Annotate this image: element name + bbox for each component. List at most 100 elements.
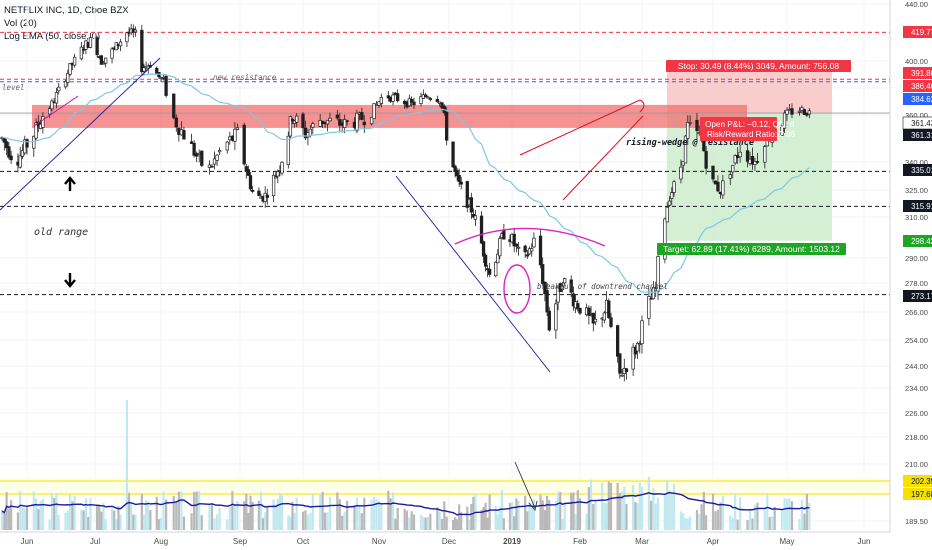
volume-bar <box>274 504 277 530</box>
candle-body <box>498 238 502 257</box>
volume-bar <box>370 499 373 530</box>
volume-bar <box>470 503 473 530</box>
chart-legend: NETFLIX INC, 1D, Cboe BZX Vol (20) Log E… <box>4 4 129 43</box>
candle-body <box>250 189 255 192</box>
volume-bar <box>773 506 776 530</box>
candle-body <box>802 109 807 115</box>
volume-bar <box>620 490 624 530</box>
volume-bar <box>634 502 637 530</box>
volume-bar <box>125 400 129 530</box>
candle-body <box>103 57 108 64</box>
candle-body <box>576 303 580 310</box>
volume-bar <box>458 504 461 530</box>
volume-bar <box>436 507 439 530</box>
annotation-breakout: breakout of downtrend channel <box>537 282 668 291</box>
candle-body <box>248 175 253 190</box>
price-tick-label: 226.00 <box>905 409 928 418</box>
volume-bar <box>572 492 575 530</box>
volume-bar <box>574 514 577 530</box>
candle-body <box>569 279 573 293</box>
candle-body <box>72 56 77 66</box>
price-tag-box <box>903 200 932 212</box>
volume-bar <box>736 519 739 530</box>
volume-bar <box>87 516 90 530</box>
volume-bar <box>592 504 595 530</box>
candle-body <box>246 169 251 176</box>
volume-bar <box>656 497 660 530</box>
price-tick-label: 210.00 <box>905 460 928 469</box>
volume-bar <box>210 503 214 530</box>
volume-bar <box>306 514 310 530</box>
volume-bar <box>576 490 579 530</box>
volume-bar <box>785 499 789 530</box>
candle-body <box>276 171 280 177</box>
candle-body <box>465 181 469 208</box>
candle-body <box>114 42 118 51</box>
volume-bar <box>0 510 4 530</box>
volume-bar <box>53 498 56 530</box>
volume-bar <box>175 502 178 530</box>
volume-bar <box>80 509 83 530</box>
candle-body <box>716 181 720 192</box>
price-tag: 202.35 <box>911 477 932 486</box>
candle-body <box>172 93 176 119</box>
candle-body <box>215 154 219 161</box>
volume-bar <box>672 484 676 530</box>
candle-body <box>295 115 299 123</box>
candle-body <box>424 94 428 98</box>
candle-body <box>523 245 527 253</box>
volume-bar <box>438 511 441 530</box>
volume-bar <box>372 496 376 530</box>
volume-bar <box>524 495 527 530</box>
volume-bar <box>563 502 566 530</box>
stop-label-box <box>666 60 851 72</box>
candle-body <box>516 246 521 249</box>
volume-bar <box>73 495 76 530</box>
price-tag: 361.43 <box>911 119 932 128</box>
volume-bar <box>190 513 193 530</box>
volume-bar <box>684 518 687 530</box>
candle-body <box>25 139 29 148</box>
volume-bar <box>486 517 489 530</box>
legend-volume[interactable]: Vol (20) <box>4 18 37 29</box>
candle-body <box>688 122 692 124</box>
candle-body <box>728 174 732 179</box>
volume-bar <box>451 519 455 530</box>
volume-bar <box>140 493 143 530</box>
volume-bar <box>377 501 381 530</box>
volume-bar <box>466 506 469 530</box>
volume-bar <box>147 502 150 530</box>
volume-bar <box>445 516 448 530</box>
price-tag-box <box>903 129 932 141</box>
volume-bar <box>426 516 430 530</box>
candle-body <box>683 135 688 164</box>
time-tick-label: Jun <box>21 537 34 546</box>
volume-bar <box>494 506 497 530</box>
candle-body <box>763 146 767 163</box>
annotation-rising-wedge: rising-wedge @ resistance <box>626 137 754 148</box>
legend-symbol[interactable]: NETFLIX INC, 1D, Cboe BZX <box>4 5 129 16</box>
candle-body <box>396 93 400 102</box>
price-tick-label: 290.00 <box>905 254 928 263</box>
legend-ema[interactable]: Log EMA (50, close, 0) <box>4 31 101 42</box>
candle-body <box>790 108 794 115</box>
volume-bar <box>343 511 346 530</box>
volume-bar <box>132 514 135 530</box>
candle-body <box>435 99 439 103</box>
candle-body <box>473 215 478 220</box>
volume-bar <box>32 491 35 530</box>
candle-body <box>345 120 349 122</box>
magenta-trend <box>33 95 79 127</box>
candle-body <box>494 261 498 277</box>
price-tag: 315.91 <box>911 202 932 211</box>
volume-bar <box>311 494 314 530</box>
volume-bar <box>625 504 628 530</box>
volume-bar <box>783 497 786 530</box>
time-tick-label: Dec <box>442 537 456 546</box>
candle-body <box>593 318 598 323</box>
volume-bar <box>500 490 503 530</box>
price-tag: 197.68 <box>911 490 932 499</box>
volume-bar <box>134 514 137 530</box>
volume-bar <box>443 501 446 530</box>
